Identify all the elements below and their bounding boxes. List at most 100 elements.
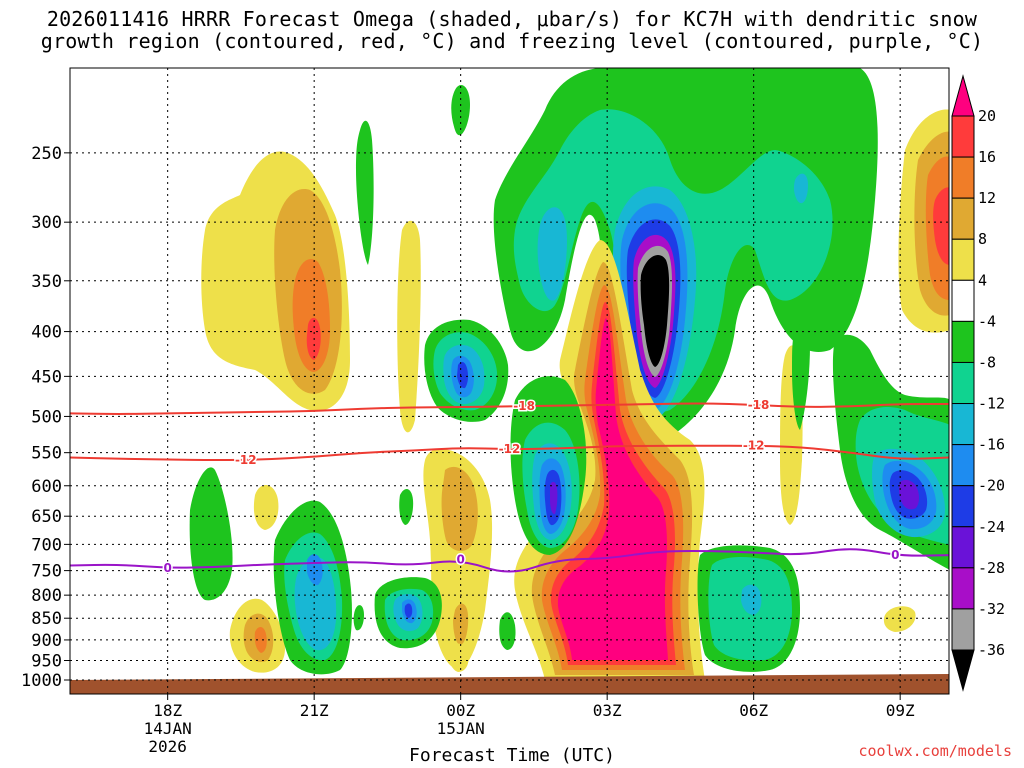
y-tick-label-1000: 1000 [21,671,62,691]
omega-field-upper-right-16 [933,187,949,265]
chart-title: 2026011416 HRRR Forecast Omega (shaded, … [0,8,1024,52]
y-tick-label-450: 450 [31,367,62,387]
x-tick-label-27-0: 03Z [593,701,622,720]
dgz-contour-minus12-label-2: -12 [743,439,765,453]
x-tick-label-18-1: 14JAN [144,719,192,738]
chart-title-line-1: 2026011416 HRRR Forecast Omega (shaded, … [46,7,978,31]
colorbar-band-5 [951,279,975,322]
y-tick-label-750: 750 [31,562,62,582]
dgz-contour-minus12-label-1: -12 [499,442,521,456]
omega-field-magenta-center-ascent [557,318,668,660]
dgz-contour-minus18-line [70,402,949,415]
y-tick-label-300: 300 [31,213,62,233]
omega-field-green-thin-column [356,120,374,266]
y-tick-label-400: 400 [31,323,62,343]
omega-field-yellow-right-spot [883,606,916,632]
omega-field-orange-lower-left [453,603,469,645]
omega-field-yellow-ground-a [449,643,469,672]
freezing-level-contour-label-1: 0 [456,552,464,566]
contours: -18 -18 -12 -12 -12 0 0 0 [70,397,949,577]
colorbar-band-11 [951,526,975,569]
colorbar-label-13: -36 [978,641,1005,659]
y-tick-label-900: 900 [31,631,62,651]
chart-title-line-2: growth region (contoured, red, °C) and f… [40,29,984,53]
omega-field-green-right-column [792,323,810,430]
y-axis: 2503003504004505005506006507007508008509… [21,144,70,691]
omega-field-purple-right [898,479,919,510]
omega-field-green-lower-left [189,467,233,601]
colorbar-label-2: 12 [978,189,996,207]
omega-field-blue-lower-a [307,554,323,586]
colorbar-band-1 [951,115,975,158]
freezing-level-contour-label-2: 0 [891,548,899,562]
omega-field-deep-orange-lower-left [254,626,267,653]
y-tick-label-650: 650 [31,507,62,527]
x-tick-label-24-1: 15JAN [437,719,485,738]
colorbar-label-7: -12 [978,395,1005,413]
omega-field-cyan-lower-right [741,584,762,615]
colorbar: 20 16 12 8 4 -4 -8 -12 -16 -20 -24 -28 -32 -36 [951,74,1005,692]
omega-shading [189,68,949,680]
y-tick-label-350: 350 [31,272,62,292]
omega-field-darkblue-lower-b [404,603,413,618]
colorbar-arrow-top [951,74,975,117]
omega-field-green-spot-c [499,612,516,650]
x-tick-label-33-0: 09Z [886,701,915,720]
colorbar-arrow-bottom [951,649,975,692]
omega-field-cyan-upper-right [793,173,808,204]
grid-lines [70,68,949,694]
y-tick-label-550: 550 [31,444,62,464]
source-credit: coolwx.com/models [858,742,1012,760]
freezing-level-contour-label-0: 0 [163,561,171,575]
omega-field-black-center [640,255,670,367]
omega-field-yellow-lower-left-spot [253,484,279,530]
y-tick-label-500: 500 [31,407,62,427]
x-tick-label-24-0: 00Z [446,701,475,720]
omega-field-purple-mid [550,481,558,515]
y-tick-label-800: 800 [31,586,62,606]
colorbar-label-0: 20 [978,107,996,125]
omega-field-green-spot-a [399,488,414,525]
freezing-level-contour-line [70,548,949,573]
x-axis-title: Forecast Time (UTC) [409,745,615,766]
y-tick-label-600: 600 [31,477,62,497]
dgz-contour-minus18-label-0: -18 [513,399,535,413]
y-tick-label-700: 700 [31,535,62,555]
colorbar-band-10 [951,485,975,528]
omega-field-cyan-upper [537,207,567,301]
y-tick-label-850: 850 [31,609,62,629]
colorbar-label-1: 16 [978,148,996,166]
x-tick-label-21-0: 21Z [300,701,329,720]
colorbar-label-6: -8 [978,353,996,371]
colorbar-band-3 [951,197,975,240]
y-tick-label-250: 250 [31,144,62,164]
dgz-contour-minus12-line [70,444,949,462]
omega-field-yellow-column-a [397,220,421,433]
colorbar-band-7 [951,361,975,405]
x-tick-label-30-0: 06Z [739,701,768,720]
colorbar-label-10: -24 [978,518,1005,536]
x-tick-label-18-0: 18Z [153,701,182,720]
colorbar-label-5: -4 [978,312,996,330]
colorbar-label-4: 4 [978,271,987,289]
dgz-contour-minus12-label-0: -12 [235,453,257,467]
omega-field-orange-mid-left [441,466,478,552]
colorbar-label-8: -16 [978,436,1005,454]
colorbar-label-11: -28 [978,559,1005,577]
colorbar-band-8 [951,403,975,446]
y-tick-label-950: 950 [31,651,62,671]
plot-frame [69,67,950,695]
colorbar-band-9 [951,444,975,487]
colorbar-band-2 [951,156,975,199]
colorbar-label-3: 8 [978,230,987,248]
colorbar-label-12: -32 [978,600,1005,618]
colorbar-band-4 [951,238,975,281]
dgz-contour-minus18-label-1: -18 [748,398,770,412]
omega-field-deep-orange-upper-left [292,259,330,372]
terrain-ground [70,674,949,694]
colorbar-label-9: -20 [978,477,1005,495]
x-tick-label-18-2: 2026 [148,737,187,756]
omega-field-cyan-lower-a [294,557,337,651]
